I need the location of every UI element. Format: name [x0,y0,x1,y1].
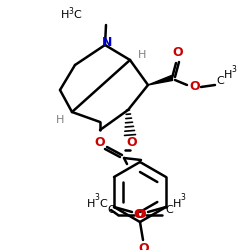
Text: C: C [73,10,81,20]
Text: N: N [102,36,112,49]
Text: 3: 3 [68,6,73,16]
Text: 3: 3 [94,194,100,202]
Text: C: C [165,205,173,215]
Text: O: O [136,208,146,222]
Text: 3: 3 [180,194,186,202]
Text: H: H [61,10,69,20]
Text: H: H [87,199,95,209]
Text: O: O [95,136,105,149]
Text: 3: 3 [232,64,236,74]
Text: O: O [173,46,183,59]
Text: C: C [99,199,107,209]
Text: C: C [216,76,224,86]
Text: O: O [127,136,137,148]
Text: H: H [173,199,181,209]
Text: C: C [107,205,115,215]
Text: O: O [190,80,200,94]
Text: H: H [138,50,146,60]
Text: H: H [56,115,64,125]
Text: O: O [139,242,149,250]
Text: H: H [224,70,232,80]
Polygon shape [148,76,173,85]
Text: O: O [134,208,144,222]
